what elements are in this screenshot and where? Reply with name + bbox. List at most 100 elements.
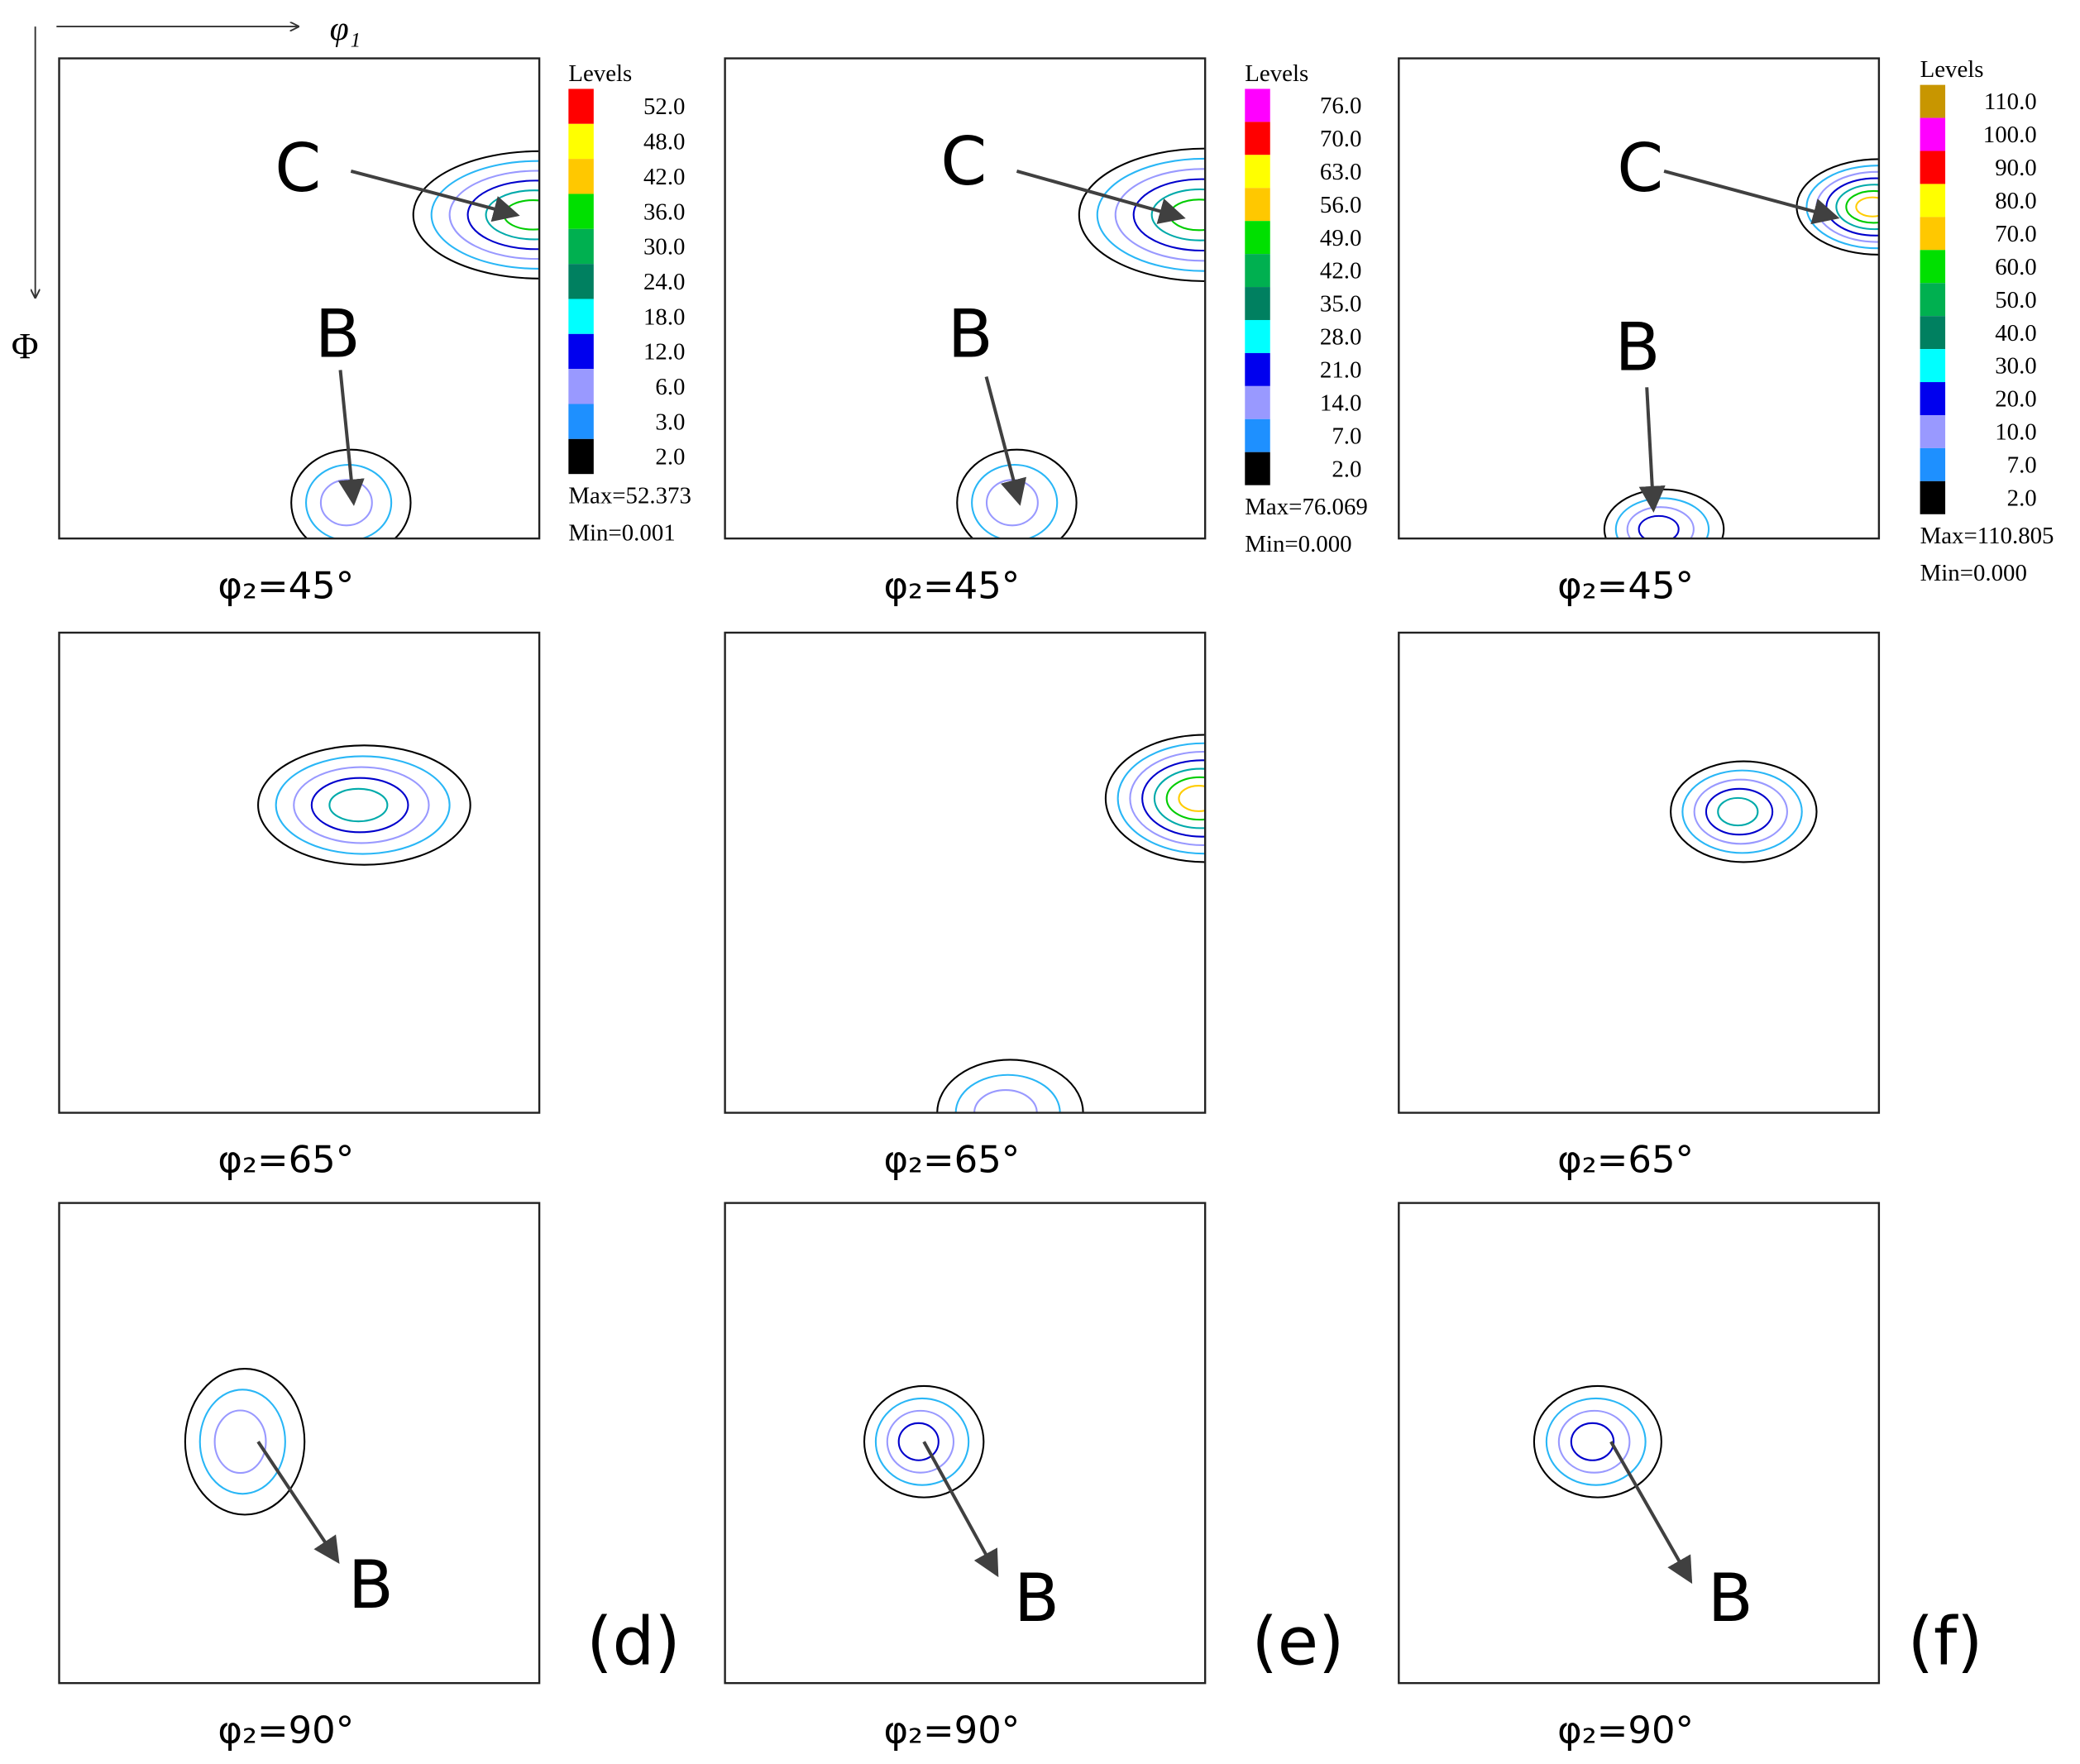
- legend-level: 20.0: [1995, 386, 2037, 413]
- legend-level: 110.0: [1984, 88, 2037, 115]
- legend-swatch: [568, 88, 594, 124]
- contour-line: [1153, 767, 1206, 829]
- annotation-arrow: [256, 1441, 340, 1564]
- legend-swatch: [1245, 122, 1270, 155]
- legend-swatch: [1920, 480, 1946, 514]
- legend-swatch: [1245, 352, 1270, 386]
- contour-line: [985, 479, 1039, 527]
- contour-line: [328, 787, 389, 823]
- legend-swatch: [1245, 88, 1270, 122]
- annotation-label: B: [348, 1546, 394, 1623]
- legend-level: 2.0: [655, 444, 685, 471]
- legend-swatch: [1245, 188, 1270, 222]
- contour-line: [1078, 147, 1206, 283]
- annotation-label: C: [275, 130, 321, 207]
- panel: CB: [724, 57, 1207, 540]
- contour-line: [485, 189, 540, 241]
- legend-level: 3.0: [655, 409, 685, 435]
- legend-level: 7.0: [1332, 423, 1361, 449]
- contour-line: [448, 170, 540, 261]
- contour-line: [1626, 506, 1695, 539]
- panel: B: [58, 1202, 541, 1685]
- contour-line: [1845, 189, 1879, 224]
- legend-swatch: [1245, 254, 1270, 288]
- contour-line: [319, 479, 373, 527]
- legend-swatch: [568, 369, 594, 404]
- contour-line: [1545, 1397, 1647, 1486]
- contour-line: [1805, 165, 1879, 250]
- panel-frame: [1398, 631, 1881, 1114]
- contour-line: [1178, 785, 1206, 812]
- legend-swatch: [1920, 184, 1946, 218]
- contour-line: [310, 777, 409, 834]
- legend-swatch: [1920, 151, 1946, 184]
- legend-title: Levels: [1920, 56, 1984, 83]
- legend-swatch: [1245, 155, 1270, 189]
- legend-level: 49.0: [1320, 225, 1362, 251]
- legend-level: 18.0: [643, 304, 686, 330]
- contours: [863, 1384, 985, 1499]
- legend-swatch: [568, 438, 594, 475]
- legend-swatch: [568, 228, 594, 265]
- contours: [1533, 1384, 1662, 1499]
- contour-line: [1129, 750, 1206, 846]
- legend-swatch: [1245, 319, 1270, 353]
- contour-line: [184, 1368, 306, 1516]
- contour-line: [1603, 488, 1725, 539]
- panel-label: φ₂=65°: [218, 1138, 354, 1182]
- annotation-label: C: [940, 123, 987, 200]
- legend-swatch: [1920, 447, 1946, 481]
- panel-label: φ₂=90°: [218, 1708, 354, 1752]
- panel-label: φ₂=65°: [1557, 1138, 1694, 1182]
- legend-swatch: [1245, 418, 1270, 452]
- legend-max: Max=110.805: [1920, 523, 2054, 549]
- contour-line: [886, 1409, 955, 1474]
- legend-max: Max=76.069: [1245, 494, 1368, 520]
- contour-line: [1141, 759, 1206, 838]
- contour-line: [1557, 1409, 1631, 1474]
- annotation-arrow: [1638, 387, 1666, 513]
- panel-frame: [58, 1202, 541, 1685]
- legend-level: 70.0: [1995, 221, 2037, 247]
- contour-line: [198, 1389, 286, 1495]
- contour-line: [1670, 760, 1818, 863]
- legend-title: Levels: [1245, 60, 1308, 87]
- contours: [936, 734, 1206, 1113]
- legend-level: 48.0: [643, 129, 686, 155]
- contour-line: [1132, 178, 1206, 252]
- contour-line: [897, 1422, 940, 1461]
- contour-line: [1096, 157, 1206, 272]
- contour-line: [1717, 796, 1759, 827]
- panel-frame: [1398, 1202, 1881, 1685]
- legend-level: 50.0: [1995, 287, 2037, 313]
- legend-swatch: [568, 404, 594, 439]
- legend-swatch: [1920, 414, 1946, 448]
- phi1-label: φ₁: [330, 10, 361, 48]
- panel-frame: [58, 57, 541, 540]
- legend-swatch: [1245, 287, 1270, 320]
- panel: B: [1398, 1202, 1881, 1685]
- contour-line: [1705, 787, 1774, 836]
- legend-swatch: [1920, 117, 1946, 151]
- legend-level: 42.0: [643, 164, 686, 190]
- contour-line: [956, 448, 1078, 539]
- legend-level: 56.0: [1320, 192, 1362, 218]
- panel: CB: [58, 57, 541, 540]
- annotation-label: B: [1614, 308, 1660, 385]
- legend-min: Min=0.000: [1920, 560, 2027, 586]
- contour-line: [1533, 1384, 1662, 1499]
- panel-frame: [724, 57, 1207, 540]
- panel: [58, 631, 541, 1114]
- contour-line: [466, 179, 540, 251]
- legend-level: 52.0: [643, 93, 686, 120]
- legend-swatch: [568, 333, 594, 370]
- contour-line: [1165, 776, 1206, 821]
- panel-frame: [1398, 57, 1881, 540]
- legend-level: 7.0: [2007, 452, 2037, 478]
- legend-level: 24.0: [643, 269, 686, 295]
- legend-level: 76.0: [1320, 93, 1362, 119]
- contour-line: [973, 1089, 1038, 1113]
- legend-level: 36.0: [643, 198, 686, 225]
